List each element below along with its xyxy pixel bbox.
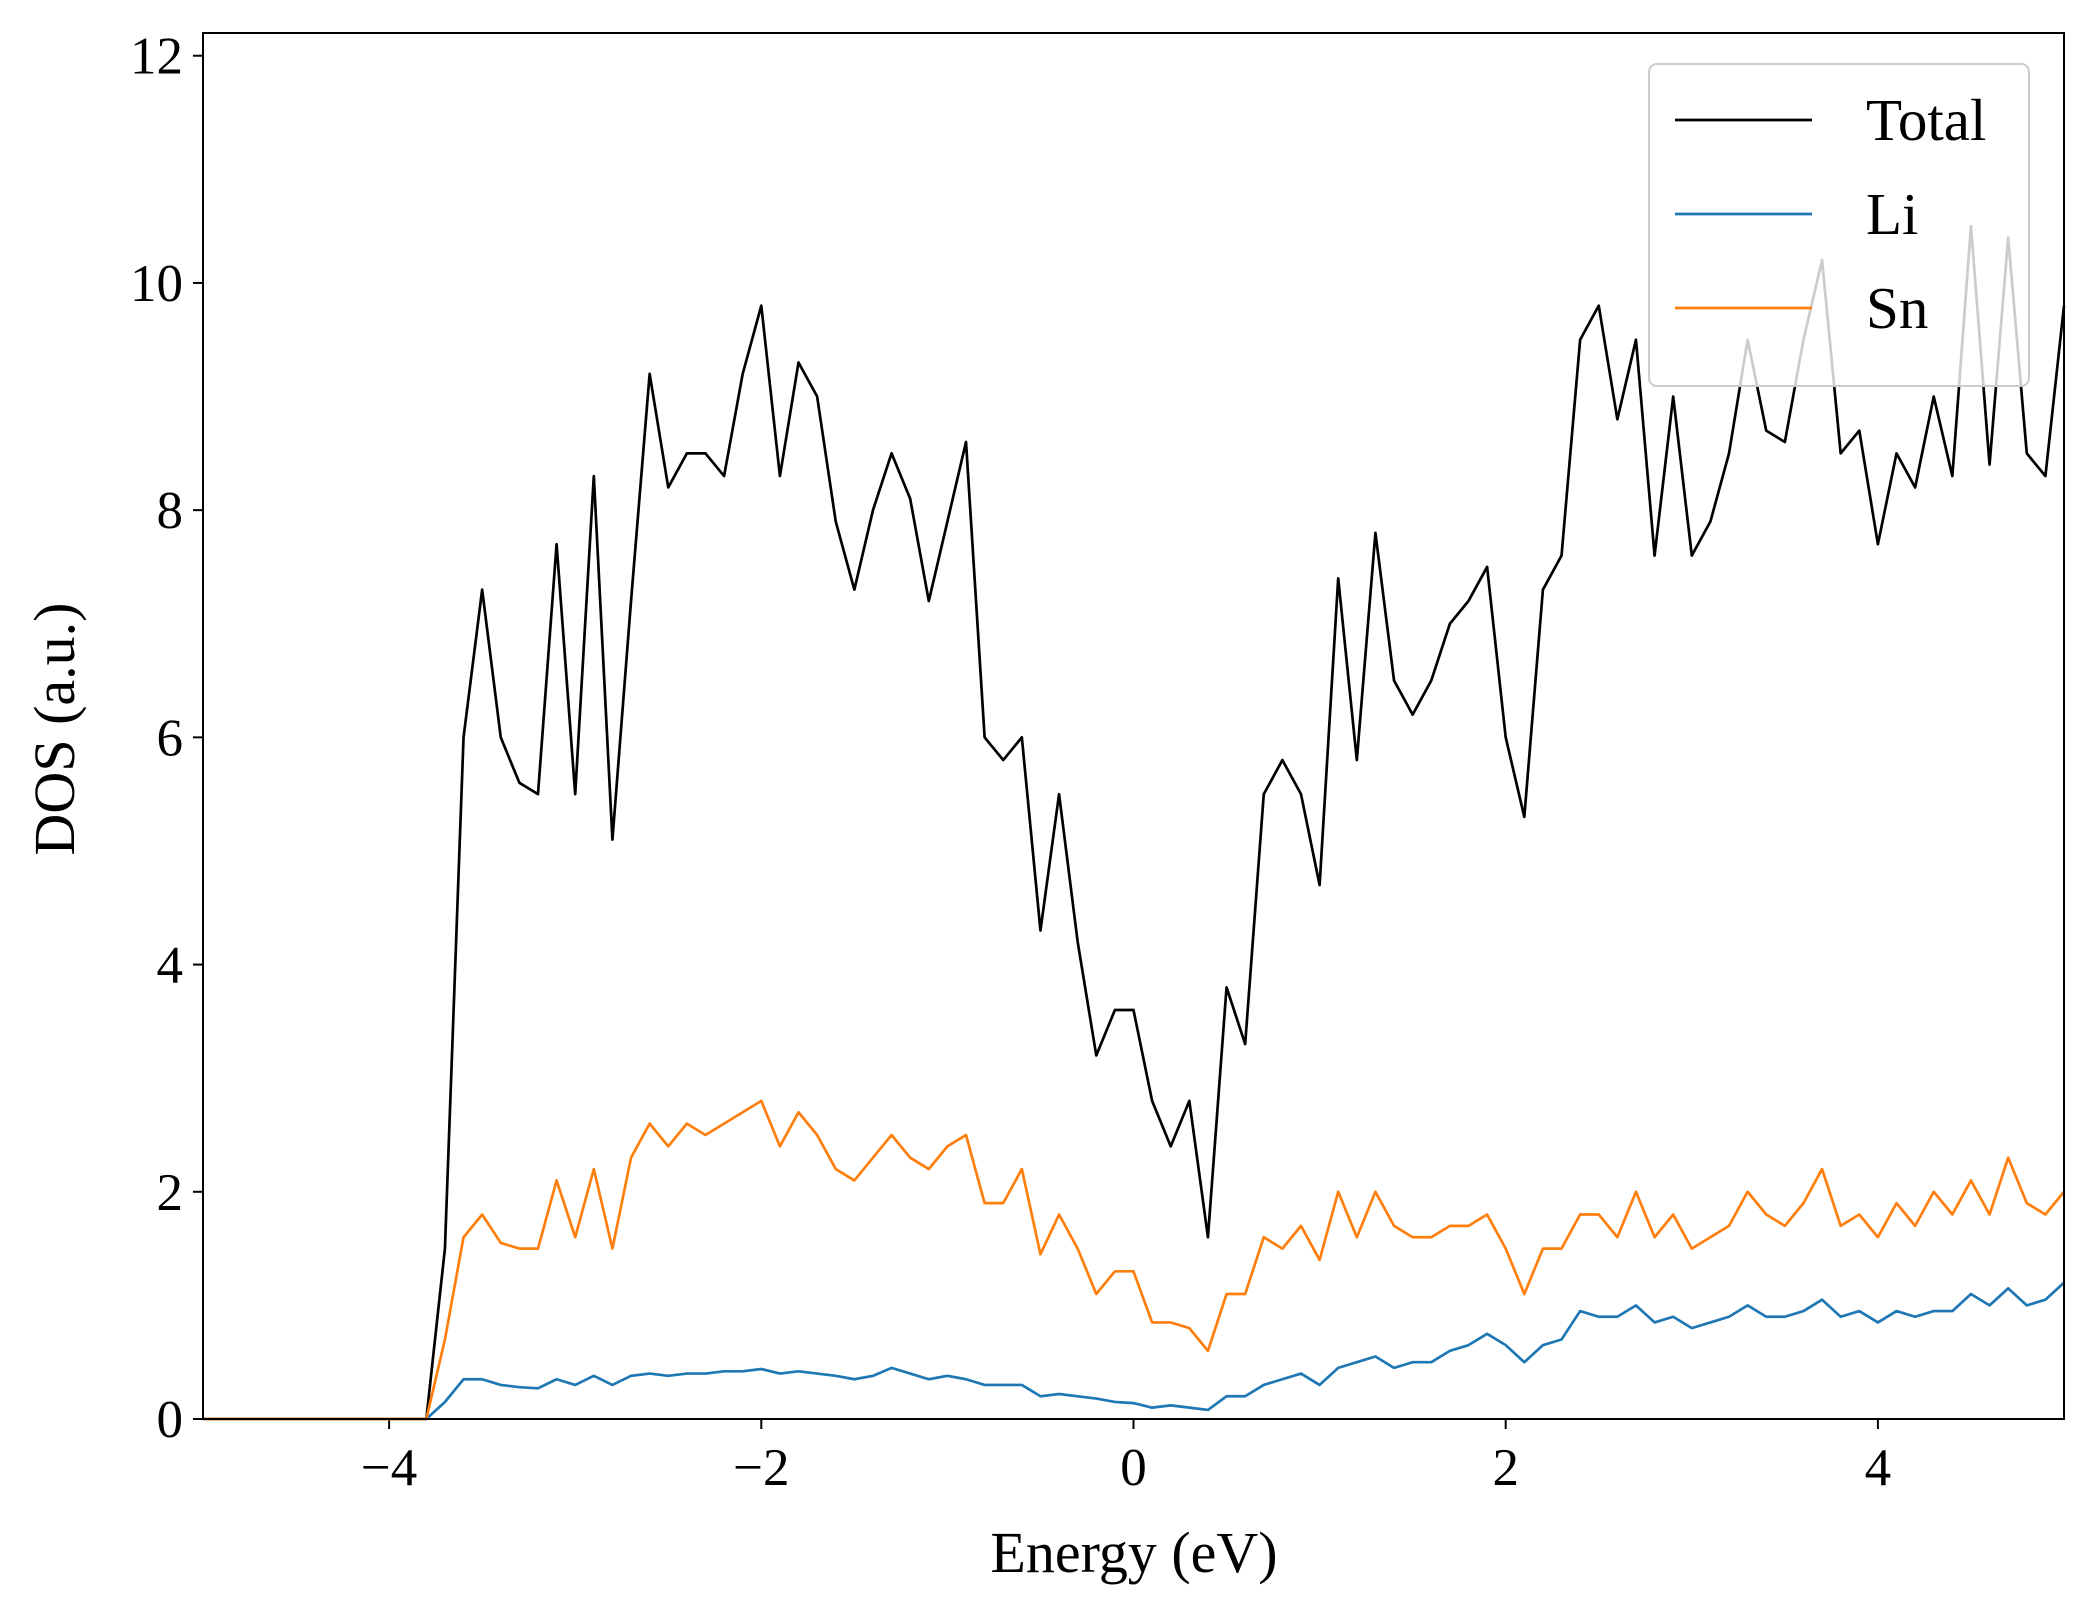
y-tick-label: 2 bbox=[157, 1164, 184, 1222]
x-axis-label: Energy (eV) bbox=[990, 1520, 1277, 1585]
legend-box bbox=[1648, 63, 2030, 387]
y-tick-label: 0 bbox=[157, 1391, 184, 1449]
y-tick-label: 4 bbox=[157, 937, 184, 995]
series-line bbox=[203, 224, 2066, 1421]
plot-frame bbox=[202, 32, 2065, 1420]
y-tick-label: 8 bbox=[157, 482, 184, 540]
y-axis-label: DOS (a.u.) bbox=[22, 603, 87, 856]
x-tick-label: −2 bbox=[733, 1439, 789, 1497]
x-tick-label: −4 bbox=[361, 1439, 417, 1497]
x-tick-label: 4 bbox=[1865, 1439, 1892, 1497]
legend-label: Sn bbox=[1866, 275, 1928, 341]
y-tick-label: 10 bbox=[130, 255, 183, 313]
series-line bbox=[203, 1099, 2066, 1421]
series-line bbox=[203, 1281, 2065, 1421]
legend-label: Li bbox=[1866, 181, 1918, 247]
y-tick-label: 12 bbox=[130, 28, 183, 86]
y-tick-label: 6 bbox=[157, 709, 184, 767]
x-tick-label: 0 bbox=[1120, 1439, 1147, 1497]
legend-label: Total bbox=[1866, 87, 1986, 153]
x-tick-label: 2 bbox=[1492, 1439, 1519, 1497]
